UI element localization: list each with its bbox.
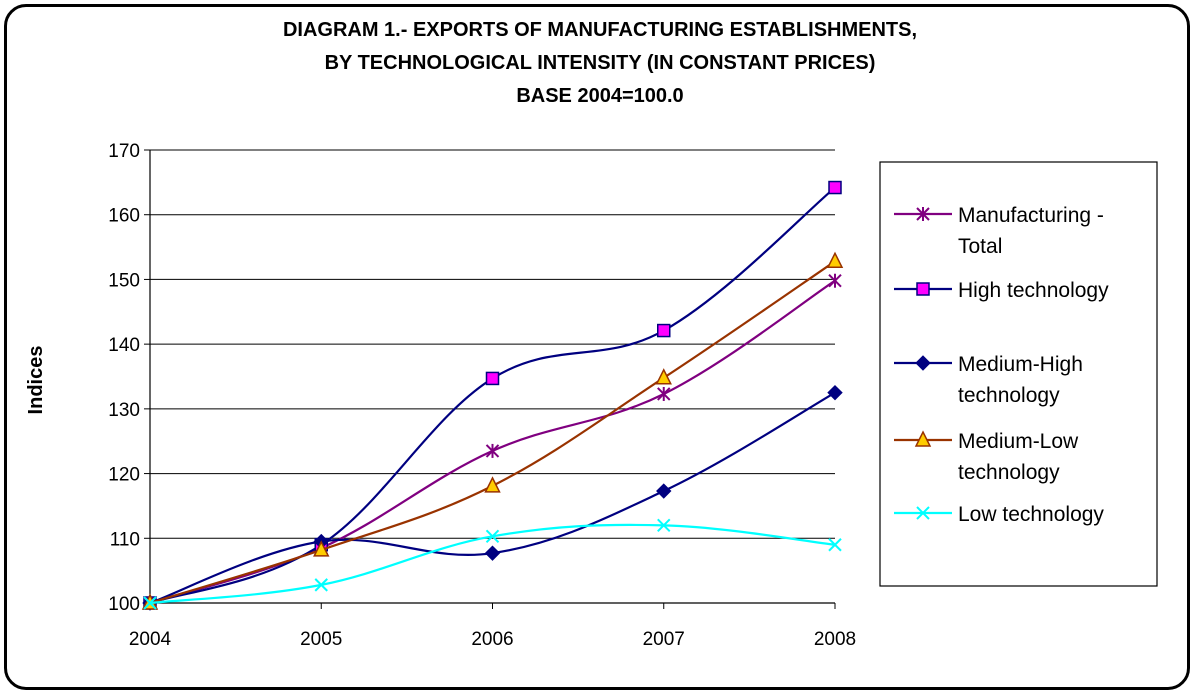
data-point-medium-low-technology-2005: [313, 540, 330, 557]
legend-entry-medium-high-technology: Medium-High technology: [894, 353, 1083, 407]
data-point-medium-high-technology-2007: [656, 483, 672, 499]
tick-labels: 100 110 120 130 140 150 160 170 2004 2005 2006 2007…: [108, 141, 856, 650]
chart-title-line-1: DIAGRAM 1.- EXPORTS OF MANUFACTURING EST…: [283, 19, 917, 41]
legend-label: Medium-High: [958, 353, 1083, 376]
x-tick-label: 2008: [814, 629, 856, 650]
chart-title: DIAGRAM 1.- EXPORTS OF MANUFACTURING EST…: [283, 19, 917, 107]
y-tick-label: 140: [108, 335, 140, 356]
legend-label: Total: [958, 235, 1002, 258]
legend-swatch-marker: [914, 430, 932, 447]
legend-label: Medium-Low: [958, 430, 1079, 453]
x-tick-label: 2005: [300, 629, 342, 650]
data-point-manufacturing-total-2006: [485, 443, 500, 458]
legend-label: technology: [958, 461, 1060, 484]
data-point-medium-low-technology-2007: [655, 368, 672, 385]
data-point-low-technology-2006: [485, 529, 500, 544]
y-tick-label: 150: [108, 270, 140, 291]
y-tick-label: 160: [108, 206, 140, 227]
data-point-low-technology-2008: [828, 538, 842, 552]
data-point-low-technology-2007: [657, 518, 671, 533]
legend-swatch-marker: [916, 282, 930, 296]
legend: Manufacturing - Total High technology Mediu…: [879, 161, 1158, 587]
chart-title-line-2: BY TECHNOLOGICAL INTENSITY (IN CONSTANT …: [325, 52, 876, 74]
legend-swatch-marker: [916, 506, 930, 520]
y-tick-label: 170: [108, 141, 140, 162]
data-point-medium-high-technology-2006: [484, 545, 501, 561]
x-tick-label: 2004: [129, 629, 172, 650]
data-point-medium-high-technology-2008: [827, 384, 843, 401]
legend-label: technology: [958, 384, 1060, 407]
legend-swatch-marker: [915, 355, 931, 371]
data-point-manufacturing-total-2007: [657, 386, 671, 401]
y-axis-label: Indices: [25, 346, 47, 415]
data-point-low-technology-2005: [314, 578, 328, 592]
axes: [144, 149, 836, 609]
y-tick-label: 100: [108, 594, 140, 615]
y-tick-label: 120: [108, 465, 140, 486]
legend-swatch-marker: [916, 207, 930, 221]
legend-label: High technology: [958, 279, 1109, 302]
y-tick-label: 110: [110, 529, 140, 550]
legend-entry-high-technology: High technology: [894, 279, 1109, 302]
chart-title-line-3: BASE 2004=100.0: [516, 85, 683, 107]
data-point-high-technology-2008: [828, 180, 842, 195]
data-point-high-technology-2007: [657, 323, 671, 338]
gridlines: [150, 149, 835, 539]
data-point-medium-low-technology-2006: [484, 476, 501, 493]
y-tick-label: 130: [108, 400, 140, 421]
x-tick-label: 2006: [471, 629, 513, 650]
series-line-high-technology: [149, 186, 836, 605]
legend-label: Manufacturing -: [958, 204, 1104, 227]
legend-entry-manufacturing-total: Manufacturing - Total: [894, 204, 1104, 258]
data-point-medium-low-technology-2008: [826, 251, 844, 269]
legend-label: Low technology: [958, 503, 1104, 526]
data-point-low-technology-2004: [143, 596, 157, 610]
data-point-manufacturing-total-2008: [828, 273, 842, 288]
data-point-high-technology-2006: [485, 371, 500, 386]
legend-entry-medium-low-technology: Medium-Low technology: [894, 430, 1079, 484]
x-tick-label: 2007: [643, 629, 685, 650]
legend-entry-low-technology: Low technology: [894, 503, 1104, 526]
series-group: [141, 180, 844, 611]
